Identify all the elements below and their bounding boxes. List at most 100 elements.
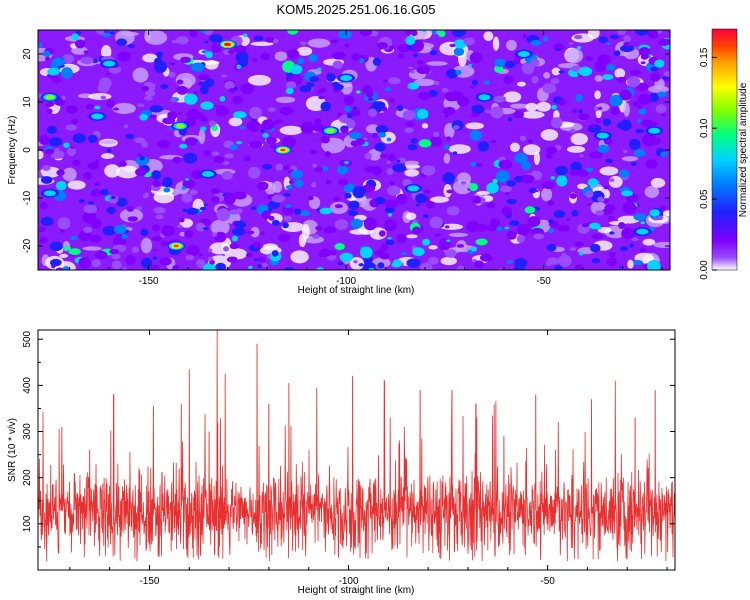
spectrogram-blob	[204, 40, 209, 44]
spectrogram-blob	[189, 189, 198, 195]
spectrogram-blob	[207, 256, 214, 262]
spectrogram-blob	[109, 31, 115, 35]
spectrogram-blob	[117, 51, 132, 62]
spectrogram-blob	[386, 168, 394, 175]
spectrogram-blob	[65, 105, 78, 114]
spectrogram-blob	[260, 231, 265, 236]
spectrogram-blob	[401, 252, 407, 255]
spectrogram-blob	[358, 263, 364, 267]
spectrogram-blob	[623, 35, 631, 43]
spectrogram-blob	[416, 65, 431, 75]
spectrogram-low-blob	[99, 139, 117, 145]
spectrogram-low-blob	[228, 117, 243, 127]
spectrogram-low-blob	[140, 237, 153, 254]
spectrogram-low-blob	[413, 78, 436, 87]
spectrogram-blob	[139, 156, 145, 161]
spectrogram-low-blob	[594, 90, 601, 100]
spectrogram-blob	[219, 95, 226, 102]
spectrogram-blob	[350, 218, 363, 229]
spectrogram-blob	[231, 235, 238, 242]
spectrogram-blob	[474, 260, 484, 269]
spectrogram-blob	[184, 137, 198, 146]
spectrogram-blob	[248, 166, 261, 179]
spectrogram-blob	[200, 126, 207, 132]
spectrogram-blob	[428, 256, 439, 265]
spectrogram-blob	[566, 217, 571, 222]
spectrogram-blob	[632, 101, 639, 107]
spectrogram-blob	[106, 99, 115, 108]
spectrogram-blob	[338, 178, 349, 186]
spectrogram-blob	[609, 178, 615, 182]
spectrogram-low-blob	[88, 93, 112, 100]
spectrogram-blob	[514, 257, 528, 268]
spectrogram-blob	[662, 76, 668, 80]
spectrogram-blob	[519, 135, 527, 142]
spectrogram-low-blob	[275, 96, 296, 104]
spectrogram-blob	[581, 223, 590, 228]
spectrogram-blob	[323, 226, 337, 234]
spectrogram-blob	[252, 241, 262, 249]
spectrogram-low-blob	[296, 46, 313, 56]
spectrogram-blob	[344, 106, 352, 112]
spectrogram-blob	[281, 205, 294, 216]
spectrogram-blob	[283, 165, 291, 171]
spectrogram-blob	[175, 36, 189, 45]
spectrogram-blob	[224, 153, 234, 159]
spectrogram-blob	[375, 125, 389, 134]
spectrogram-blob	[171, 39, 180, 44]
spectrogram-blob	[477, 141, 490, 152]
spectrogram-low-blob	[290, 250, 309, 264]
spectrogram-blob	[258, 257, 267, 262]
spectrogram-blob	[238, 57, 248, 67]
spectrogram-blob	[200, 30, 207, 33]
spectrogram-blob	[215, 262, 227, 270]
spectrogram-low-blob	[101, 45, 112, 60]
spectrogram-blob	[176, 224, 183, 228]
spectrogram-blob	[637, 93, 652, 105]
spectrogram-blob	[622, 201, 637, 215]
spectrogram-blob	[273, 38, 279, 44]
spectrogram-blob	[232, 228, 246, 236]
spectrogram-blob	[236, 141, 243, 145]
spectrogram-low-blob	[505, 39, 517, 51]
spectrogram-blob	[595, 118, 601, 123]
spectrogram-blob	[542, 181, 556, 190]
spectrogram-blob	[203, 203, 208, 206]
spectrogram-blob	[647, 260, 661, 270]
spectrogram-low-blob	[509, 103, 530, 109]
spectrogram-blob	[561, 252, 567, 256]
spectrogram-blob	[605, 158, 613, 164]
spectrogram-blob	[479, 253, 493, 262]
spectrogram-blob	[299, 41, 307, 46]
spectrogram-blob	[407, 144, 418, 151]
spectrogram-blob	[377, 42, 388, 50]
spectrogram-blob	[317, 67, 322, 72]
spectrogram-low-blob	[279, 125, 303, 135]
spectrogram-blob	[87, 201, 95, 205]
spectrogram-low-blob	[402, 163, 421, 169]
spectrogram-blob	[149, 105, 164, 113]
spectrogram-blob	[211, 232, 218, 237]
spectrogram-blob	[334, 204, 343, 209]
spectrogram-blob	[553, 210, 566, 219]
spectrogram-blob	[114, 224, 127, 235]
spectrogram-blob	[375, 196, 386, 205]
spectrogram-blob	[45, 56, 51, 62]
spectrogram-blob	[83, 171, 93, 180]
spectrogram-blob	[122, 267, 128, 270]
spectrogram-blob	[314, 166, 324, 173]
spectrogram-blob	[556, 175, 568, 187]
spectrogram-low-blob	[59, 253, 69, 258]
spectrogram-blob	[431, 30, 437, 35]
spectrogram-blob	[261, 124, 268, 129]
spectrogram-blob	[333, 83, 344, 91]
spectrogram-blob	[106, 206, 116, 214]
spectrogram-blob	[209, 33, 223, 43]
spectrogram-low-blob	[250, 41, 274, 47]
spectrogram-blob	[257, 264, 262, 269]
spectrogram-blob	[204, 149, 211, 157]
spectrogram-blob	[545, 152, 553, 160]
spectrogram-blob	[310, 182, 317, 188]
spectrogram-blob	[504, 226, 510, 230]
spectrogram-blob	[429, 216, 443, 229]
